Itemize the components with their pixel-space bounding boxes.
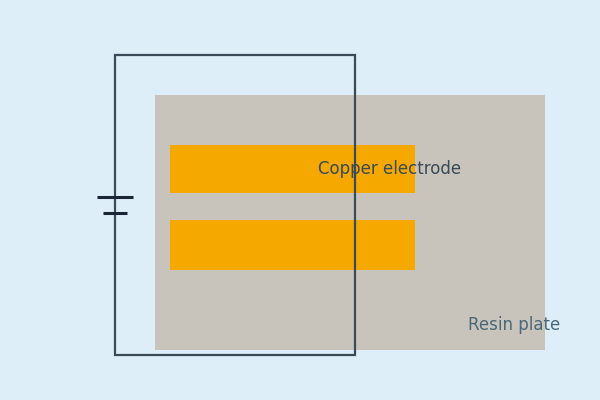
Bar	[155, 95, 545, 350]
Text: Copper electrode: Copper electrode	[319, 160, 461, 178]
Bar	[170, 220, 415, 270]
Bar	[115, 55, 355, 355]
Text: Resin plate: Resin plate	[468, 316, 560, 334]
Bar	[170, 145, 415, 193]
